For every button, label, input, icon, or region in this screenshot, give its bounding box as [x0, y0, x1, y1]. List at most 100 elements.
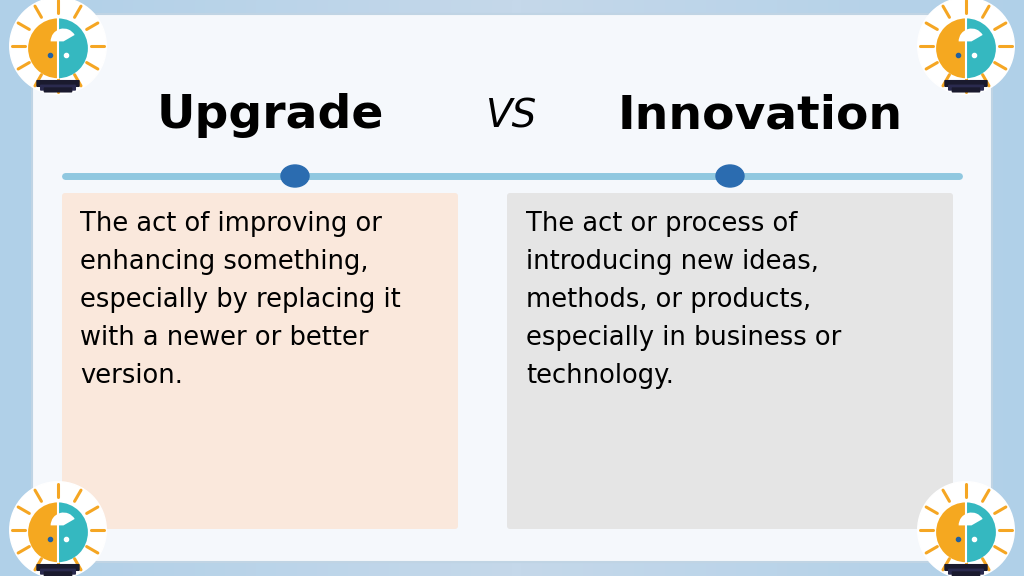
Bar [584, 0, 595, 576]
Bar [901, 0, 912, 576]
FancyBboxPatch shape [951, 571, 980, 576]
Ellipse shape [716, 165, 744, 187]
Bar [952, 0, 964, 576]
Bar [133, 0, 144, 576]
FancyBboxPatch shape [948, 569, 984, 575]
Bar [737, 0, 749, 576]
Bar [993, 0, 1005, 576]
Bar [594, 0, 605, 576]
Bar [266, 0, 278, 576]
Bar [164, 0, 175, 576]
Bar [604, 0, 615, 576]
Bar [389, 0, 400, 576]
FancyBboxPatch shape [944, 564, 988, 571]
Circle shape [918, 482, 1015, 576]
Bar [799, 0, 810, 576]
Bar [983, 0, 994, 576]
Text: The act or process of
introducing new ideas,
methods, or products,
especially in: The act or process of introducing new id… [526, 211, 842, 389]
Bar [1014, 0, 1024, 576]
Bar [369, 0, 380, 576]
Text: Innovation: Innovation [617, 93, 902, 138]
Text: VS: VS [486, 97, 538, 135]
Bar [666, 0, 677, 576]
Wedge shape [50, 513, 75, 525]
Bar [92, 0, 103, 576]
Bar [532, 0, 544, 576]
Wedge shape [966, 18, 996, 78]
Bar [717, 0, 728, 576]
Bar [358, 0, 370, 576]
Bar [727, 0, 738, 576]
Bar [143, 0, 155, 576]
Bar [307, 0, 318, 576]
Bar [82, 0, 93, 576]
Text: Upgrade: Upgrade [157, 93, 384, 138]
Bar [748, 0, 759, 576]
Wedge shape [966, 502, 996, 562]
Bar [72, 0, 83, 576]
Bar [973, 0, 984, 576]
FancyBboxPatch shape [948, 85, 984, 90]
Bar [379, 0, 390, 576]
Bar [492, 0, 503, 576]
Bar [758, 0, 769, 576]
Bar [102, 0, 114, 576]
Bar [236, 0, 247, 576]
Bar [870, 0, 882, 576]
Bar [911, 0, 923, 576]
Bar [635, 0, 646, 576]
Bar [41, 0, 52, 576]
Bar [348, 0, 359, 576]
Bar [420, 0, 431, 576]
Bar [655, 0, 667, 576]
Bar [410, 0, 421, 576]
Bar [174, 0, 185, 576]
Text: The act of improving or
enhancing something,
especially by replacing it
with a n: The act of improving or enhancing someth… [80, 211, 400, 389]
Bar [451, 0, 462, 576]
Ellipse shape [281, 165, 309, 187]
Bar [696, 0, 708, 576]
Wedge shape [28, 502, 58, 562]
Bar [819, 0, 830, 576]
FancyBboxPatch shape [32, 14, 992, 562]
Bar [676, 0, 687, 576]
Bar [471, 0, 482, 576]
FancyBboxPatch shape [36, 80, 80, 87]
FancyBboxPatch shape [62, 193, 458, 529]
Bar [553, 0, 564, 576]
FancyBboxPatch shape [40, 85, 76, 90]
Bar [932, 0, 943, 576]
Wedge shape [936, 502, 966, 562]
Bar [399, 0, 411, 576]
Bar [154, 0, 165, 576]
Bar [10, 0, 22, 576]
Bar [430, 0, 441, 576]
Wedge shape [58, 18, 88, 78]
Bar [788, 0, 800, 576]
FancyBboxPatch shape [36, 564, 80, 571]
Bar [51, 0, 62, 576]
Bar [860, 0, 871, 576]
Bar [184, 0, 196, 576]
Bar [963, 0, 974, 576]
FancyBboxPatch shape [44, 571, 73, 576]
Wedge shape [958, 29, 983, 41]
Bar [297, 0, 308, 576]
Circle shape [9, 482, 106, 576]
Bar [614, 0, 626, 576]
Bar [317, 0, 329, 576]
Bar [850, 0, 861, 576]
Bar [840, 0, 851, 576]
Wedge shape [958, 513, 983, 525]
Wedge shape [58, 502, 88, 562]
Bar [522, 0, 534, 576]
FancyBboxPatch shape [944, 80, 988, 87]
Bar [256, 0, 267, 576]
Bar [686, 0, 697, 576]
Bar [922, 0, 933, 576]
Bar [625, 0, 636, 576]
Bar [225, 0, 237, 576]
Bar [942, 0, 953, 576]
Bar [573, 0, 585, 576]
Bar [215, 0, 226, 576]
